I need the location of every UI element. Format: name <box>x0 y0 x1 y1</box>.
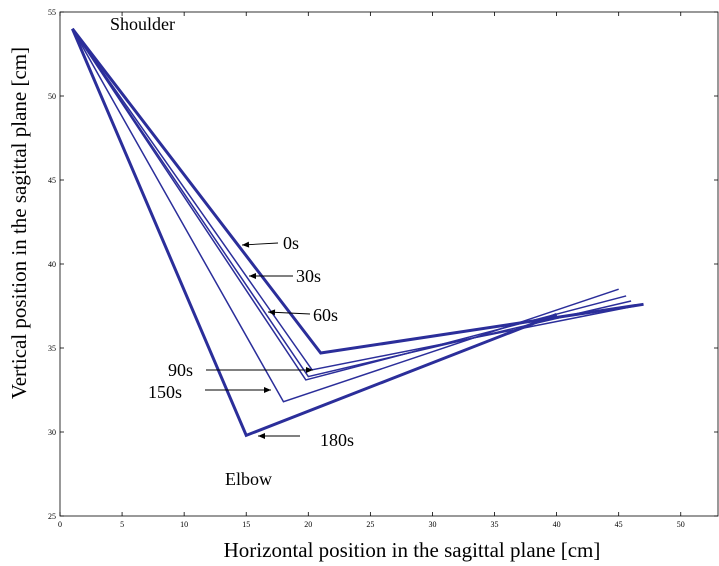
y-tick-label: 25 <box>48 512 56 521</box>
annotation-150s: 150s <box>148 382 182 402</box>
annotation-60s: 60s <box>313 305 338 325</box>
series-line-150s <box>71 28 619 403</box>
x-axis-title: Horizontal position in the sagittal plan… <box>224 538 601 562</box>
y-tick-label: 30 <box>48 428 56 437</box>
annotation-30s: 30s <box>296 266 321 286</box>
y-tick-label: 55 <box>48 8 56 17</box>
series-lines <box>71 27 644 438</box>
x-tick-label: 15 <box>242 520 250 529</box>
x-tick-label: 25 <box>366 520 374 529</box>
x-tick-label: 40 <box>553 520 561 529</box>
y-tick-label: 45 <box>48 176 56 185</box>
x-tick-label: 20 <box>304 520 312 529</box>
x-tick-label: 45 <box>615 520 623 529</box>
axis-ticks: 0 5 10 15 20 25 30 35 40 45 50 25 30 35 40 45 50 55 <box>48 8 718 529</box>
x-tick-label: 5 <box>120 520 124 529</box>
arrow-180s-head <box>258 433 265 439</box>
annotation-arrows <box>205 241 313 439</box>
annotation-elbow: Elbow <box>225 469 272 489</box>
annotation-shoulder: Shoulder <box>110 14 175 34</box>
arrow-30s-head <box>249 273 256 279</box>
x-tick-label: 10 <box>180 520 188 529</box>
series-line-180s <box>71 28 558 438</box>
x-tick-label: 50 <box>677 520 685 529</box>
y-tick-label: 35 <box>48 344 56 353</box>
annotation-180s: 180s <box>320 430 354 450</box>
x-tick-label: 35 <box>491 520 499 529</box>
arrow-60s <box>267 311 311 315</box>
series-line-0s <box>71 27 644 355</box>
x-tick-label: 30 <box>428 520 436 529</box>
arrow-60s-head <box>268 309 276 316</box>
x-tick-label: 0 <box>58 520 62 529</box>
y-axis-title: Vertical position in the sagittal plane … <box>7 47 31 399</box>
y-tick-label: 40 <box>48 260 56 269</box>
annotation-0s: 0s <box>283 233 299 253</box>
series-line-90s <box>71 28 627 381</box>
annotation-90s: 90s <box>168 360 193 380</box>
y-tick-label: 50 <box>48 92 56 101</box>
arrow-90s-head <box>306 367 313 373</box>
plot-area <box>59 11 719 517</box>
arrow-150s-head <box>264 387 271 393</box>
arrow-0s-head <box>242 241 250 248</box>
